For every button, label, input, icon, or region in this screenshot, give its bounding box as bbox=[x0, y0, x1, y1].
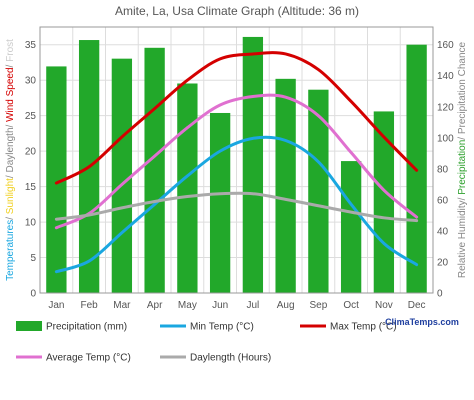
y-right-tick-label: 40 bbox=[437, 226, 449, 237]
precipitation-bar bbox=[144, 47, 165, 293]
max-temp-c-line bbox=[54, 51, 419, 185]
legend-label-min-temp-c: Min Temp (°C) bbox=[190, 322, 254, 333]
daylength-hours-line bbox=[54, 191, 419, 223]
precipitation-bar bbox=[46, 66, 67, 293]
axis-label-part: Frost bbox=[5, 39, 16, 62]
y-right-tick-label: 20 bbox=[437, 257, 449, 268]
x-tick-label: Mar bbox=[113, 300, 131, 311]
plot-frame bbox=[39, 26, 434, 294]
axis-label-part: Relative Humidity bbox=[457, 200, 468, 278]
legend: Precipitation (mm) Min Temp (°C) Max Temp … bbox=[16, 321, 397, 364]
x-tick-label: Dec bbox=[408, 300, 426, 311]
y-right-tick-labels: 0 20 40 60 80 100 120 140 160 bbox=[437, 40, 454, 299]
legend-label-precipitation-mm: Precipitation (mm) bbox=[46, 322, 127, 333]
y-left-tick-label: 25 bbox=[25, 111, 37, 122]
axis-label-part: Daylength bbox=[5, 127, 16, 172]
right-axis-label: Relative Humidity/ Precipitation/ Precip… bbox=[457, 41, 468, 278]
axis-label-part: / bbox=[5, 62, 16, 68]
y-left-tick-label: 5 bbox=[30, 253, 36, 264]
x-tick-label: Sep bbox=[309, 300, 327, 311]
axis-label-part: / bbox=[5, 214, 16, 220]
chart-title: Amite, La, Usa Climate Graph (Altitude: … bbox=[115, 4, 359, 18]
y-left-tick-label: 30 bbox=[25, 76, 37, 87]
y-left-tick-labels: 0 5 10 15 20 25 30 35 bbox=[25, 40, 37, 299]
precipitation-bar bbox=[177, 83, 198, 293]
y-left-tick-label: 10 bbox=[25, 218, 37, 229]
axis-label-part: Temperatures bbox=[5, 220, 16, 281]
y-right-tick-label: 120 bbox=[437, 102, 454, 113]
legend-swatch-precipitation-mm bbox=[16, 321, 42, 331]
x-tick-label: Jan bbox=[48, 300, 64, 311]
min-temp-c-line bbox=[54, 135, 419, 274]
x-tick-label: Jul bbox=[246, 300, 259, 311]
credit-text: ClimaTemps.com bbox=[385, 317, 459, 327]
x-tick-label: Oct bbox=[343, 300, 359, 311]
legend-label-daylength-hours: Daylength (Hours) bbox=[190, 353, 271, 364]
precipitation-bar bbox=[209, 112, 231, 294]
x-tick-label: Jun bbox=[212, 300, 228, 311]
x-tick-labels: Jan Feb Mar Apr May Jun Jul Aug Sep Oct Nov Dec bbox=[48, 300, 425, 311]
x-tick-label: Aug bbox=[277, 300, 295, 311]
axis-label-part: / bbox=[457, 134, 468, 140]
y-left-tick-label: 15 bbox=[25, 182, 37, 193]
y-right-tick-label: 0 bbox=[437, 289, 443, 300]
precipitation-bar bbox=[308, 89, 329, 293]
axis-label-part: Precipitation Chance bbox=[457, 41, 468, 134]
axis-label-part: / bbox=[457, 195, 468, 201]
left-axis-label: Temperatures/ Sunlight/ Daylength/ Wind … bbox=[5, 39, 16, 281]
axis-label-part: Sunlight bbox=[5, 178, 16, 214]
y-left-tick-label: 20 bbox=[25, 147, 37, 158]
y-right-tick-label: 100 bbox=[437, 133, 454, 144]
y-right-tick-label: 160 bbox=[437, 40, 454, 51]
x-tick-label: May bbox=[178, 300, 197, 311]
grid-lines bbox=[39, 27, 434, 294]
precipitation-bar bbox=[111, 58, 133, 294]
axis-label-part: Precipitation bbox=[457, 140, 468, 195]
x-tick-label: Apr bbox=[147, 300, 163, 311]
line-series bbox=[54, 51, 419, 274]
precipitation-bar bbox=[242, 36, 264, 294]
x-tick-label: Nov bbox=[375, 300, 393, 311]
y-right-tick-label: 60 bbox=[437, 195, 449, 206]
y-right-tick-label: 80 bbox=[437, 164, 449, 175]
legend-label-max-temp-c: Max Temp (°C) bbox=[330, 322, 397, 333]
x-tick-label: Feb bbox=[81, 300, 99, 311]
y-right-tick-label: 140 bbox=[437, 71, 454, 82]
axis-label-part: Wind Speed bbox=[5, 67, 16, 121]
y-left-tick-label: 35 bbox=[25, 40, 37, 51]
precipitation-bar bbox=[275, 78, 296, 293]
precipitation-bar bbox=[340, 161, 362, 293]
y-left-tick-label: 0 bbox=[30, 289, 36, 300]
axis-label-part: / bbox=[5, 122, 16, 128]
legend-label-average-temp-c: Average Temp (°C) bbox=[46, 353, 131, 364]
average-temp-c-line bbox=[54, 93, 419, 230]
axis-label-part: / bbox=[5, 173, 16, 179]
